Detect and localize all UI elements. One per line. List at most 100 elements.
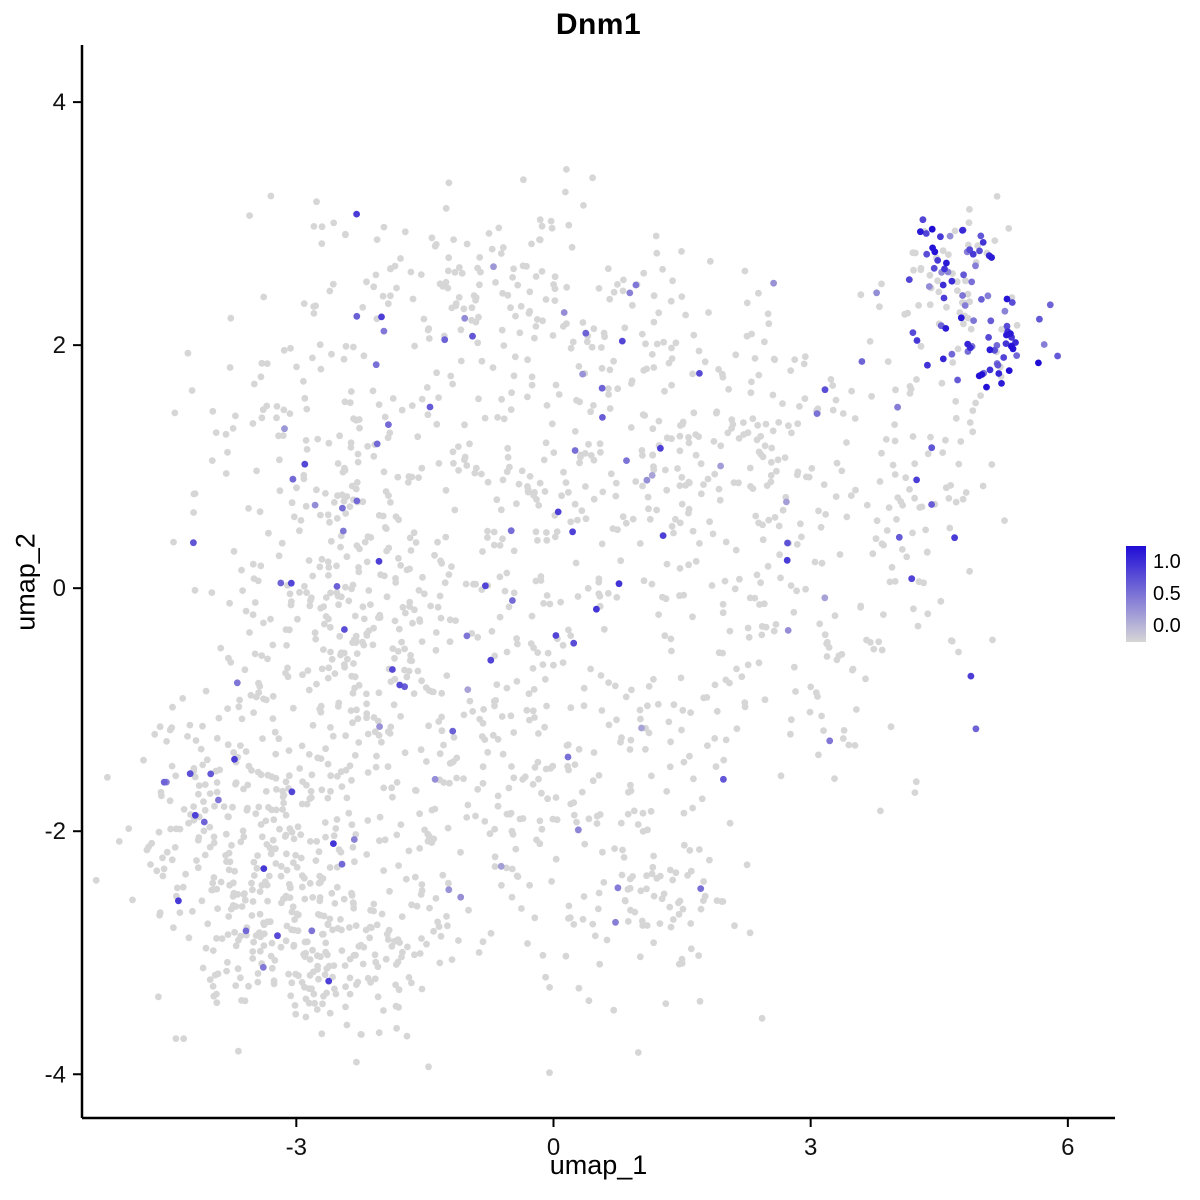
cell-point [644,702,651,710]
cell-point [256,888,264,895]
cell-point [953,278,961,286]
cell-point [549,762,557,770]
cell-point [923,250,931,258]
cell-point [189,907,196,915]
cell-point [322,939,330,947]
cell-point [818,712,825,720]
cell-point [979,239,987,246]
cell-point [442,533,450,541]
cell-point [356,545,363,553]
x-tick-label: -3 [286,1134,307,1161]
cell-point [880,611,887,618]
cell-point [490,263,497,271]
cell-point [596,440,604,448]
cell-point [520,176,527,184]
cell-point [277,579,285,587]
cell-point [455,467,462,474]
cell-point [333,816,341,823]
cell-point [190,803,198,810]
cell-point [311,629,319,637]
cell-point [768,458,775,466]
cell-point [395,554,402,562]
cell-point [373,236,381,244]
cell-point [618,871,626,879]
cell-point [166,797,174,805]
cell-point [964,314,972,322]
cell-point [209,947,217,954]
cell-point [225,866,233,874]
cell-point [715,649,723,657]
cell-point [342,231,349,239]
cell-point [543,536,551,544]
cell-point [298,883,306,891]
cell-point [445,886,453,894]
cell-point [163,738,171,745]
cell-point [289,704,297,712]
cell-point [501,587,509,595]
cell-point [464,801,472,809]
cell-point [720,775,727,783]
cell-point [832,493,840,500]
cell-point [249,948,257,955]
cell-point [843,439,850,446]
cell-point [719,373,727,381]
cell-point [496,542,504,549]
cell-point [262,817,270,825]
cell-point [393,831,401,839]
cell-point [311,501,319,509]
cell-point [143,846,151,854]
cell-point [948,350,956,358]
cell-point [575,745,583,753]
cell-point [551,273,559,281]
cell-point [909,329,917,336]
cell-point [567,800,575,808]
cell-point [746,594,754,602]
cell-point [475,395,482,403]
cell-point [364,443,371,450]
cell-point [793,471,801,479]
cell-point [115,838,123,845]
cell-point [222,852,230,859]
cell-point [218,935,226,942]
cell-point [790,608,798,616]
cell-point [929,244,936,252]
cell-point [725,385,732,393]
cell-point [508,893,516,901]
cell-point [754,421,762,429]
cell-point [430,927,437,935]
cell-point [822,511,829,518]
cell-point [250,380,258,388]
cell-point [632,281,640,289]
cell-point [479,548,486,555]
cell-point [610,357,617,365]
cell-point [812,689,820,696]
cell-point [542,439,550,447]
cell-point [194,864,202,872]
cell-point [194,836,202,844]
cell-point [399,603,407,611]
cell-point [384,936,392,943]
cell-point [706,856,713,864]
cell-point [951,534,958,542]
cell-point [823,640,831,648]
cell-point [660,890,668,898]
cell-point [435,718,443,725]
cell-point [396,681,404,689]
cell-point [505,603,513,611]
cell-point [551,285,559,293]
cell-point [375,512,383,519]
cell-point [480,706,487,713]
cell-point [372,361,380,369]
cell-point [598,384,606,392]
cell-point [433,420,441,428]
cell-point [639,451,646,459]
cell-point [977,392,984,399]
cell-point [180,1035,188,1043]
cell-point [538,222,546,230]
cell-point [302,1013,310,1021]
cell-point [210,833,218,841]
cell-point [957,438,965,445]
cell-point [333,515,341,522]
cell-point [669,916,677,923]
cell-point [653,506,660,514]
